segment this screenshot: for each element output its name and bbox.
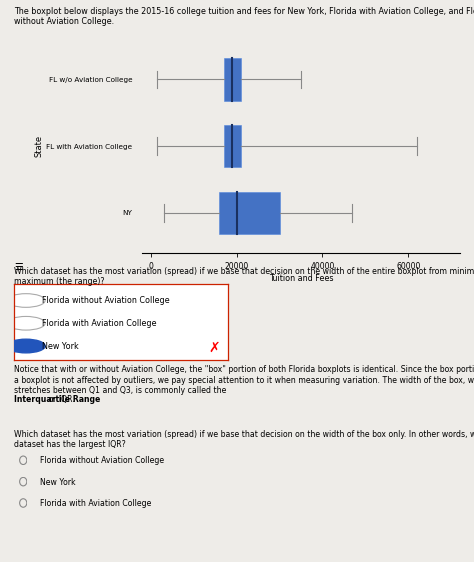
Text: Florida without Aviation College: Florida without Aviation College <box>42 296 170 305</box>
Text: Florida with Aviation College: Florida with Aviation College <box>40 499 152 508</box>
Text: ✗: ✗ <box>209 341 220 355</box>
Text: Notice that with or without Aviation College, the "box" portion of both Florida : Notice that with or without Aviation Col… <box>14 365 474 395</box>
Text: Interquartile Range: Interquartile Range <box>14 395 100 404</box>
Circle shape <box>7 339 45 353</box>
Text: Florida without Aviation College: Florida without Aviation College <box>40 456 164 465</box>
Text: Which dataset has the most variation (spread) if we base that decision on the wi: Which dataset has the most variation (sp… <box>14 430 474 450</box>
Bar <box>219 192 280 234</box>
Text: Florida with Aviation College: Florida with Aviation College <box>42 319 156 328</box>
Y-axis label: State: State <box>35 135 44 157</box>
Text: Which dataset has the most variation (spread) if we base that decision on the wi: Which dataset has the most variation (sp… <box>14 267 474 287</box>
X-axis label: Tuition and Fees: Tuition and Fees <box>269 274 333 283</box>
Text: or IQR.: or IQR. <box>46 395 74 404</box>
Bar <box>224 58 241 101</box>
Text: The boxplot below displays the 2015-16 college tuition and fees for New York, Fl: The boxplot below displays the 2015-16 c… <box>14 7 474 26</box>
Bar <box>224 125 241 167</box>
Text: ☰: ☰ <box>14 262 23 272</box>
Text: New York: New York <box>42 342 79 351</box>
Text: New York: New York <box>40 478 76 487</box>
